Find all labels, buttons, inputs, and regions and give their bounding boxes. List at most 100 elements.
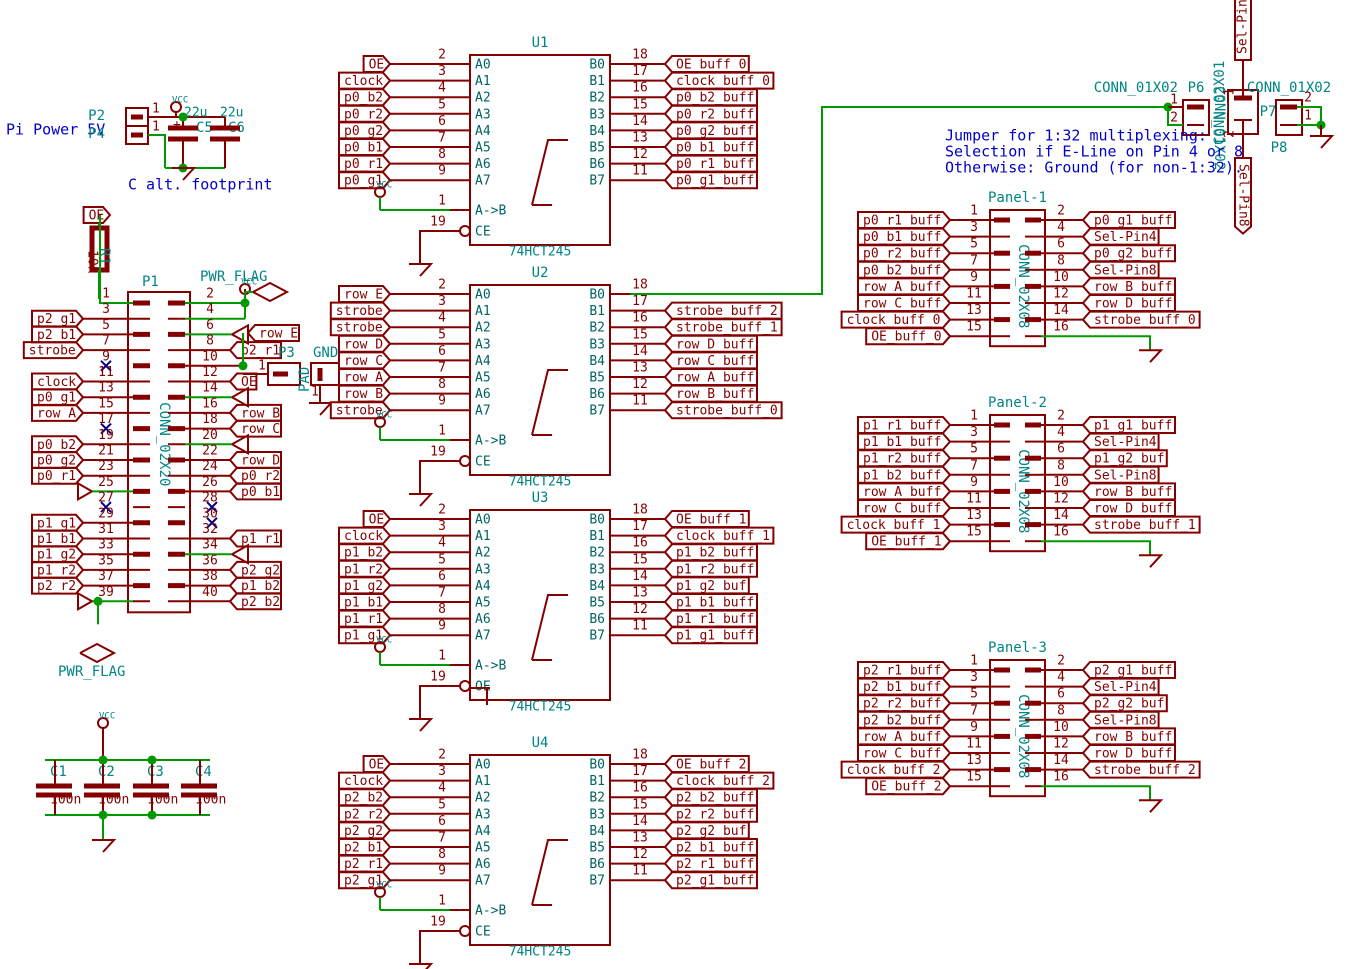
net-label-panel1-5[interactable]: p0_r2_buff	[857, 244, 952, 263]
net-label-panel3-3[interactable]: p2_b1_buff	[857, 677, 952, 696]
connector-p8-body[interactable]	[1275, 99, 1303, 136]
net-label-panel2-11[interactable]: row_C_buff	[857, 499, 952, 517]
net-label-panel2-12[interactable]: row_D_buff	[1081, 499, 1176, 517]
net-label-p1-38[interactable]: p1_b2	[228, 576, 282, 595]
net-label-u3-b0[interactable]: OE_buff_1	[663, 510, 750, 528]
net-label-u1-b0[interactable]: OE_buff_0	[663, 55, 750, 73]
net-label-panel2-7[interactable]: p1_b2_buff	[857, 465, 952, 484]
net-label-u2-b5[interactable]: row_A_buff	[663, 368, 758, 386]
net-label-u2-a6[interactable]: row_B	[338, 384, 392, 403]
net-label-u3-a7[interactable]: p1_g1	[338, 626, 392, 645]
net-label-u3-a1[interactable]: clock	[338, 526, 392, 545]
net-label-panel1-1[interactable]: p0_r1_buff	[857, 211, 952, 229]
net-label-u4-a3[interactable]: p2_r2	[338, 804, 392, 823]
net-label-panel2-8[interactable]: Sel-Pin8	[1081, 465, 1160, 484]
net-label-p1-5[interactable]: p2_b1	[31, 325, 85, 344]
net-label-u4-a2[interactable]: p2_b2	[338, 788, 392, 807]
net-label-u2-a7[interactable]: strobe	[329, 401, 392, 420]
net-label-panel2-13[interactable]: clock_buff_1	[840, 515, 952, 534]
net-label-panel2-4[interactable]: Sel-Pin4	[1081, 432, 1160, 451]
net-label-u3-b1[interactable]: clock_buff_1	[663, 526, 775, 545]
net-label-panel1-10[interactable]: row_B_buff	[1081, 277, 1176, 296]
net-label-u2-b2[interactable]: strobe_buff_1	[663, 318, 783, 337]
net-label-u3-b7[interactable]: p1_g1_buff	[663, 626, 758, 645]
net-label-panel3-13[interactable]: clock_buff_2	[840, 760, 952, 779]
net-label-u4-a6[interactable]: p2_r1	[338, 854, 392, 873]
net-label-p1-35[interactable]: p1_r2	[31, 560, 85, 579]
net-label-p1-26[interactable]: p0_b1	[228, 482, 282, 501]
net-label-u2-b3[interactable]: row_D_buff	[663, 334, 758, 353]
net-label-panel1-14[interactable]: strobe_buff_0	[1081, 310, 1201, 329]
buffer-u1-body[interactable]	[469, 54, 611, 246]
net-label-u4-a4[interactable]: p2_g2	[338, 821, 392, 840]
net-label-u1-b7[interactable]: p0_g1_buff	[663, 171, 758, 190]
connector-p1-body[interactable]	[127, 291, 191, 614]
net-label-panel3-4[interactable]: Sel-Pin4	[1081, 677, 1160, 696]
net-label-p1-11[interactable]: clock	[31, 372, 85, 391]
net-label-panel1-3[interactable]: p0_b1_buff	[857, 227, 952, 246]
net-label-u1-b4[interactable]: p0_g2_buff	[663, 121, 758, 140]
net-label-panel2-3[interactable]: p1_b1_buff	[857, 432, 952, 451]
net-label-panel1-9[interactable]: row_A_buff	[857, 277, 952, 296]
net-label-p1-16[interactable]: row_B	[228, 403, 282, 422]
net-label-panel2-1[interactable]: p1_r1_buff	[857, 416, 952, 434]
net-label-u3-b4[interactable]: p1_g2_buf	[663, 576, 750, 595]
net-label-panel3-1[interactable]: p2_r1_buff	[857, 661, 952, 679]
net-label-p1-32[interactable]: p1_r1	[228, 529, 282, 548]
net-label-panel2-5[interactable]: p1_r2_buff	[857, 449, 952, 468]
net-label-u2-b4[interactable]: row_C_buff	[663, 351, 758, 370]
net-label-panel3-11[interactable]: row_C_buff	[857, 744, 952, 762]
net-label-u2-a1[interactable]: strobe	[329, 301, 392, 320]
net-label-p1-18[interactable]: row_C	[228, 419, 282, 438]
net-label-u2-a0[interactable]: row_E	[338, 285, 392, 303]
net-label-p1-12[interactable]: OE	[228, 372, 258, 391]
net-label-p1-21[interactable]: p0_g2	[31, 451, 85, 469]
net-label-p1-31[interactable]: p1_b1	[31, 529, 85, 548]
net-label-panel1-12[interactable]: row_D_buff	[1081, 294, 1176, 312]
net-label-u2-b6[interactable]: row_B_buff	[663, 384, 758, 403]
net-label-u3-a4[interactable]: p1_g2	[338, 576, 392, 595]
net-label-panel3-14[interactable]: strobe_buff_2	[1081, 760, 1201, 779]
net-label-p1-23[interactable]: p0_r1	[31, 466, 85, 485]
net-label-u3-a2[interactable]: p1_b2	[338, 543, 392, 562]
net-label-u4-a0[interactable]: OE	[362, 755, 392, 773]
net-label-u2-a5[interactable]: row_A	[338, 368, 392, 386]
net-label-u1-b3[interactable]: p0_r2_buff	[663, 104, 758, 123]
net-label-panel1-13[interactable]: clock_buff_0	[840, 310, 952, 329]
net-label-u4-b1[interactable]: clock_buff_2	[663, 771, 775, 790]
net-label-u1-a4[interactable]: p0_g2	[338, 121, 392, 140]
net-label-u1-a7[interactable]: p0_g1	[338, 171, 392, 190]
net-label-u4-b5[interactable]: p2_b1_buff	[663, 838, 758, 856]
net-label-panel2-14[interactable]: strobe_buff_1	[1081, 515, 1201, 534]
net-label-u3-a3[interactable]: p1_r2	[338, 559, 392, 578]
net-label-panel2-10[interactable]: row_B_buff	[1081, 482, 1176, 501]
net-label-panel1-15[interactable]: OE_buff_0	[865, 327, 952, 346]
net-label-p1-15[interactable]: row_A	[31, 403, 85, 422]
net-label-row-e[interactable]: row_E	[246, 324, 300, 342]
net-label-u3-b5[interactable]: p1_b1_buff	[663, 593, 758, 611]
net-label-u1-a0[interactable]: OE	[362, 55, 392, 73]
net-label-panel3-9[interactable]: row_A_buff	[857, 727, 952, 746]
net-label-u1-a2[interactable]: p0_b2	[338, 88, 392, 107]
net-label-u2-a4[interactable]: row_C	[338, 351, 392, 370]
net-label-u2-b1[interactable]: strobe_buff_2	[663, 301, 783, 320]
net-label-panel1-7[interactable]: p0_b2_buff	[857, 260, 952, 279]
net-label-u4-b0[interactable]: OE_buff_2	[663, 755, 750, 773]
net-label-p1-19[interactable]: p0_b2	[31, 435, 85, 454]
net-label-p1-13[interactable]: p0_g1	[31, 388, 85, 407]
net-label-panel1-11[interactable]: row_C_buff	[857, 294, 952, 312]
net-label-p1-7[interactable]: strobe	[22, 341, 85, 360]
connector-gnd-body[interactable]	[310, 362, 340, 386]
net-label-oe-pullup[interactable]: OE	[82, 206, 112, 224]
net-label-u1-a5[interactable]: p0_b1	[338, 138, 392, 156]
net-label-u2-a2[interactable]: strobe	[329, 318, 392, 337]
net-label-u1-a3[interactable]: p0_r2	[338, 104, 392, 123]
net-label-panel3-5[interactable]: p2_r2_buff	[857, 694, 952, 713]
net-label-p1-40[interactable]: p2_b2	[228, 592, 282, 611]
net-label-p1-8[interactable]: p2_r1	[228, 341, 282, 360]
net-label-panel2-15[interactable]: OE_buff_1	[865, 532, 952, 551]
net-label-u4-a5[interactable]: p2_b1	[338, 838, 392, 856]
net-label-u4-b4[interactable]: p2_g2_buf	[663, 821, 750, 840]
net-label-p1-37[interactable]: p2_r2	[31, 576, 85, 595]
net-label-u1-b6[interactable]: p0_r1_buff	[663, 154, 758, 173]
